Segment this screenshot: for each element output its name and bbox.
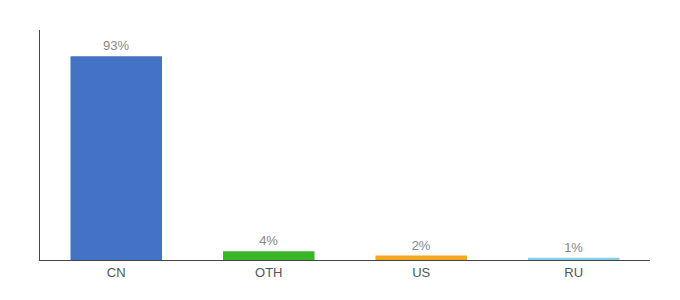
svg-text:93%: 93% (103, 38, 129, 53)
svg-text:4%: 4% (259, 233, 278, 248)
svg-text:1%: 1% (564, 240, 583, 255)
svg-text:CN: CN (107, 265, 126, 280)
svg-text:2%: 2% (412, 238, 431, 253)
svg-text:RU: RU (564, 265, 583, 280)
svg-text:OTH: OTH (255, 265, 282, 280)
svg-text:US: US (412, 265, 430, 280)
